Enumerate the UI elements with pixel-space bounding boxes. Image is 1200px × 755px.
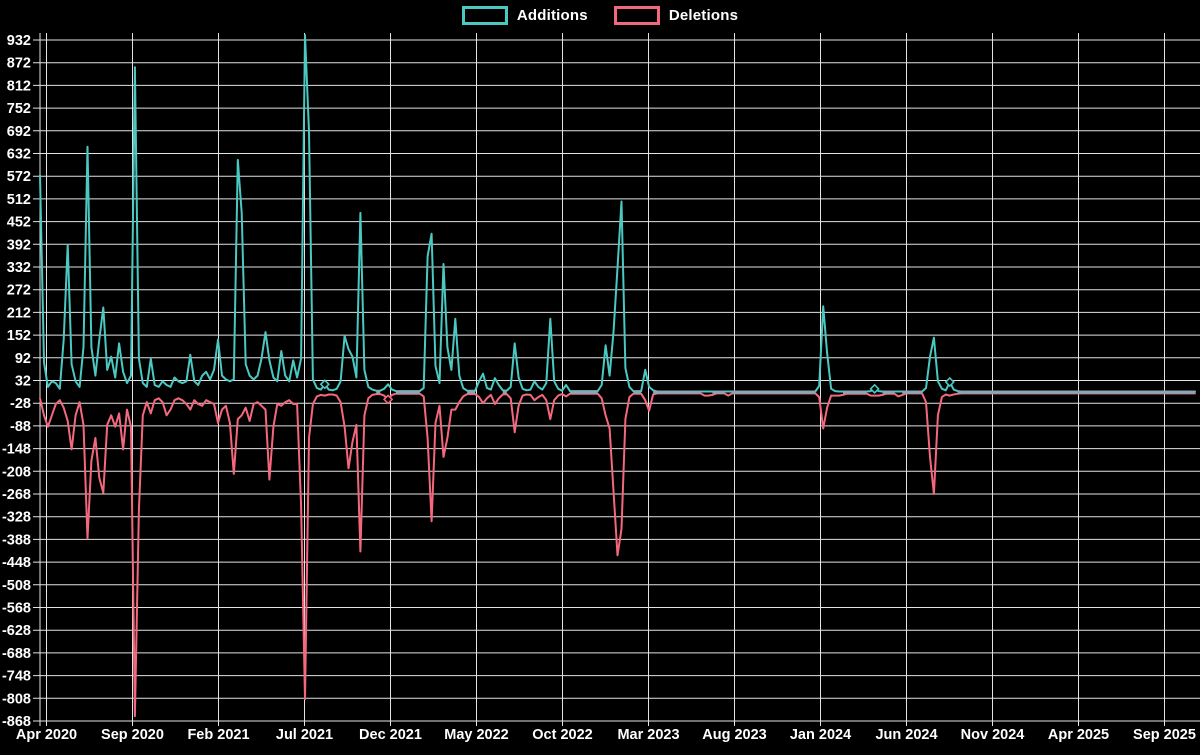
y-tick-label: 392 bbox=[7, 237, 31, 253]
y-tick-label: 932 bbox=[7, 33, 31, 49]
y-tick-label: 92 bbox=[15, 351, 31, 367]
chart-legend: Additions Deletions bbox=[0, 6, 1200, 25]
y-tick-label: -148 bbox=[2, 442, 31, 458]
y-tick-label: 692 bbox=[7, 124, 31, 140]
y-tick-label: -208 bbox=[2, 464, 31, 480]
y-tick-label: 452 bbox=[7, 215, 31, 231]
y-tick-label: -448 bbox=[2, 555, 31, 571]
y-tick-label: 512 bbox=[7, 192, 31, 208]
additions-swatch bbox=[461, 6, 508, 25]
y-tick-label: -28 bbox=[10, 396, 31, 412]
y-tick-label: -568 bbox=[2, 601, 31, 617]
deletions-line bbox=[39, 392, 1196, 718]
y-tick-label: -328 bbox=[2, 510, 31, 526]
deletions-legend-label: Deletions bbox=[668, 7, 739, 24]
x-tick-label: Sep 2020 bbox=[101, 727, 164, 743]
y-tick-label: -628 bbox=[2, 623, 31, 639]
y-tick-label: -808 bbox=[2, 691, 31, 707]
y-tick-label: 152 bbox=[7, 328, 31, 344]
y-tick-label: 572 bbox=[7, 169, 31, 185]
additions-line bbox=[39, 34, 1196, 393]
y-tick-label: -388 bbox=[2, 532, 31, 548]
x-tick-label: Nov 2024 bbox=[961, 727, 1025, 743]
x-tick-label: Mar 2023 bbox=[617, 727, 679, 743]
y-tick-label: 332 bbox=[7, 260, 31, 276]
y-tick-label: -868 bbox=[2, 714, 31, 730]
y-tick-label: 32 bbox=[15, 374, 31, 390]
x-tick-label: Dec 2021 bbox=[359, 727, 422, 743]
additions-point-marker bbox=[319, 379, 330, 390]
y-tick-label: 272 bbox=[7, 283, 31, 299]
additions-point-marker bbox=[944, 376, 955, 388]
deletions-swatch bbox=[613, 6, 660, 25]
y-tick-label: -88 bbox=[10, 419, 31, 435]
y-tick-label: 812 bbox=[7, 78, 31, 94]
x-tick-label: Oct 2022 bbox=[532, 727, 592, 743]
y-tick-label: 752 bbox=[7, 101, 31, 117]
y-tick-label: 872 bbox=[7, 56, 31, 72]
x-tick-label: Jul 2021 bbox=[276, 727, 333, 743]
y-tick-label: 212 bbox=[7, 305, 31, 321]
x-tick-label: Aug 2023 bbox=[702, 727, 766, 743]
legend-item-deletions[interactable]: Deletions bbox=[613, 6, 739, 25]
additions-legend-label: Additions bbox=[516, 7, 588, 24]
legend-item-additions[interactable]: Additions bbox=[461, 6, 588, 25]
y-tick-label: -268 bbox=[2, 487, 31, 503]
additions-point-marker bbox=[869, 383, 880, 394]
y-tick-label: 632 bbox=[7, 147, 31, 163]
x-tick-label: Jun 2024 bbox=[875, 727, 937, 743]
x-tick-label: Apr 2025 bbox=[1048, 727, 1109, 743]
y-tick-label: -508 bbox=[2, 578, 31, 594]
x-tick-label: Jan 2024 bbox=[790, 727, 851, 743]
y-tick-label: -688 bbox=[2, 646, 31, 662]
deletions-point-marker bbox=[382, 394, 394, 405]
y-tick-label: -748 bbox=[2, 669, 31, 685]
x-tick-label: May 2022 bbox=[444, 727, 509, 743]
x-tick-label: Sep 2025 bbox=[1133, 727, 1196, 743]
x-tick-label: Apr 2020 bbox=[16, 727, 77, 743]
x-tick-label: Feb 2021 bbox=[187, 727, 249, 743]
